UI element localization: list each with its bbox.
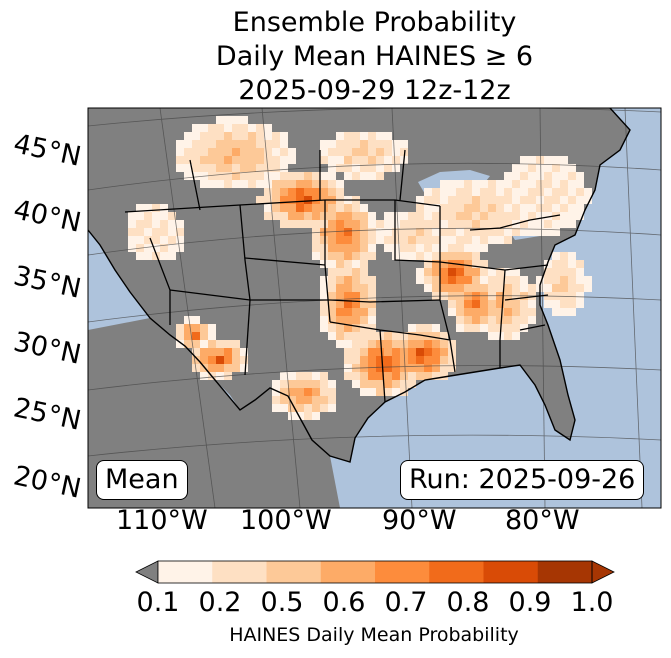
colorbar-under-arrow: [135, 560, 159, 584]
colorbar-segment: [158, 561, 213, 583]
colorbar-outline: [157, 560, 593, 584]
colorbar-label: HAINES Daily Mean Probability: [229, 624, 519, 646]
colorbar-segment: [375, 561, 430, 583]
colorbar-tick-label: 0.5: [260, 587, 304, 618]
title-line1: Ensemble Probability: [232, 7, 517, 38]
run-date-label: Run: 2025-09-26: [400, 460, 645, 500]
mean-label: Mean: [96, 460, 188, 500]
lon-label-80: 80°W: [505, 505, 580, 536]
colorbar-segment: [266, 561, 322, 583]
colorbar-tick-label: 1.0: [570, 587, 614, 618]
colorbar-segment: [429, 561, 484, 583]
colorbar-segment: [212, 561, 267, 583]
colorbar-segment: [320, 561, 376, 583]
lon-label-90: 90°W: [382, 505, 457, 536]
coastline: [88, 108, 631, 463]
colorbar-tick-label: 0.7: [384, 587, 428, 618]
lon-label-110: 110°W: [116, 505, 208, 536]
probability-field: [128, 116, 592, 420]
colorbar: [135, 560, 615, 584]
colorbar-tick-label: 0.8: [446, 587, 490, 618]
colorbar-segment: [537, 561, 593, 583]
colorbar-tick-label: 0.1: [136, 587, 180, 618]
colorbar-tick-label: 0.9: [508, 587, 552, 618]
title-line2: Daily Mean HAINES ≥ 6: [215, 41, 534, 72]
map-frame: [87, 107, 662, 509]
colorbar-segment: [483, 561, 539, 583]
lon-label-100: 100°W: [240, 505, 332, 536]
colorbar-tick-label: 0.2: [198, 587, 242, 618]
colorbar-over-arrow: [591, 560, 615, 584]
state-borders: [124, 149, 561, 403]
title-line3: 2025-09-29 12z-12z: [238, 75, 511, 106]
colorbar-tick-label: 0.6: [322, 587, 366, 618]
